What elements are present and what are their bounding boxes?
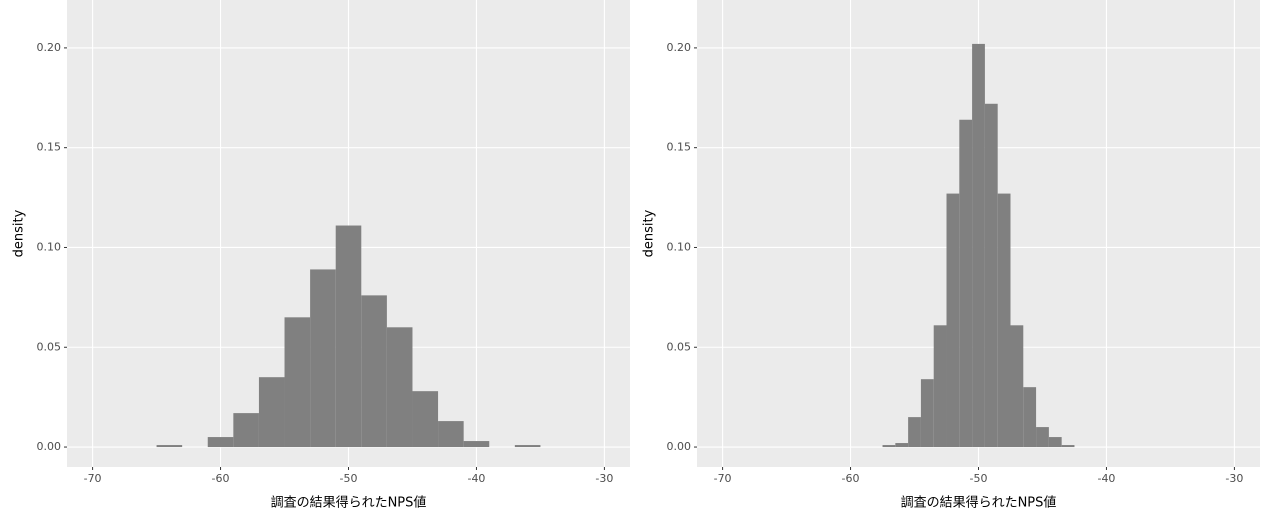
bar xyxy=(984,103,998,448)
bar xyxy=(997,193,1011,448)
bar xyxy=(284,317,311,448)
x-tick-label: -50 xyxy=(970,472,988,485)
bar xyxy=(1010,325,1024,448)
bar xyxy=(361,295,387,448)
bar xyxy=(207,437,234,448)
bar xyxy=(335,225,362,448)
y-tick-label: 0.05 xyxy=(37,340,62,353)
y-tick-label: 0.15 xyxy=(37,141,62,154)
y-tick-label: 0.15 xyxy=(667,141,692,154)
x-tick-label: -70 xyxy=(714,472,732,485)
y-axis-title: density xyxy=(642,209,657,257)
bar xyxy=(233,413,259,448)
bar xyxy=(463,441,490,448)
bar xyxy=(959,119,973,448)
bar xyxy=(1048,437,1062,448)
bar xyxy=(920,379,934,448)
bar xyxy=(1036,427,1049,448)
bar xyxy=(882,445,896,448)
x-axis-title: 調査の結果得られたNPS値 xyxy=(901,495,1057,511)
bar xyxy=(412,391,439,448)
x-tick-label: -60 xyxy=(212,472,230,485)
x-tick-label: -50 xyxy=(340,472,358,485)
y-tick-label: 0.20 xyxy=(667,41,692,54)
bar xyxy=(946,193,960,448)
bar xyxy=(156,445,183,448)
x-axis-title: 調査の結果得られたNPS値 xyxy=(271,495,427,511)
y-tick-label: 0.20 xyxy=(37,41,62,54)
bar xyxy=(972,43,985,448)
x-tick-label: -30 xyxy=(1225,472,1243,485)
y-tick-label: 0.10 xyxy=(37,240,62,253)
x-tick-label: -30 xyxy=(595,472,613,485)
bar xyxy=(895,443,909,448)
bar xyxy=(933,325,947,448)
x-tick-label: -40 xyxy=(1097,472,1115,485)
bar xyxy=(1061,445,1075,448)
bar xyxy=(386,327,413,448)
bar xyxy=(258,377,285,448)
y-tick-label: 0.00 xyxy=(667,440,692,453)
bar xyxy=(310,269,336,448)
bar xyxy=(908,417,921,448)
x-tick-label: -70 xyxy=(84,472,102,485)
bar xyxy=(514,445,541,448)
bar xyxy=(1023,387,1037,448)
bar xyxy=(438,421,464,448)
y-tick-label: 0.05 xyxy=(667,340,692,353)
y-tick-label: 0.10 xyxy=(667,240,692,253)
x-tick-label: -40 xyxy=(467,472,485,485)
x-tick-label: -60 xyxy=(842,472,860,485)
y-tick-label: 0.00 xyxy=(37,440,62,453)
y-axis-title: density xyxy=(12,209,27,257)
